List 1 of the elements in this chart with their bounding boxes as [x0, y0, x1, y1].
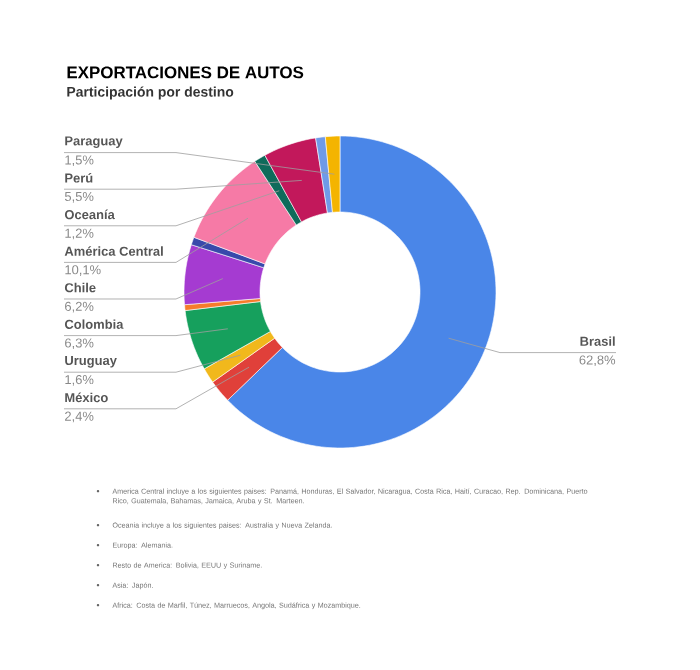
chart-title: EXPORTACIONES DE AUTOS: [67, 66, 304, 79]
